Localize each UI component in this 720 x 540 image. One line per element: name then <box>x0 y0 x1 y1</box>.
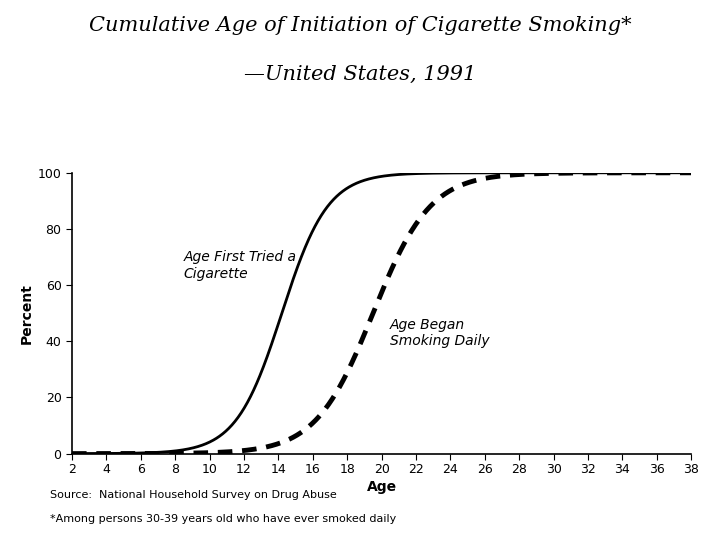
Text: Age Began
Smoking Daily: Age Began Smoking Daily <box>390 318 490 348</box>
Text: Cumulative Age of Initiation of Cigarette Smoking*: Cumulative Age of Initiation of Cigarett… <box>89 16 631 35</box>
Y-axis label: Percent: Percent <box>19 283 34 343</box>
X-axis label: Age: Age <box>366 481 397 495</box>
Text: Age First Tried a
Cigarette: Age First Tried a Cigarette <box>184 251 297 281</box>
Text: Source:  National Household Survey on Drug Abuse: Source: National Household Survey on Dru… <box>50 489 337 500</box>
Text: —United States, 1991: —United States, 1991 <box>244 65 476 84</box>
Text: *Among persons 30-39 years old who have ever smoked daily: *Among persons 30-39 years old who have … <box>50 514 397 524</box>
